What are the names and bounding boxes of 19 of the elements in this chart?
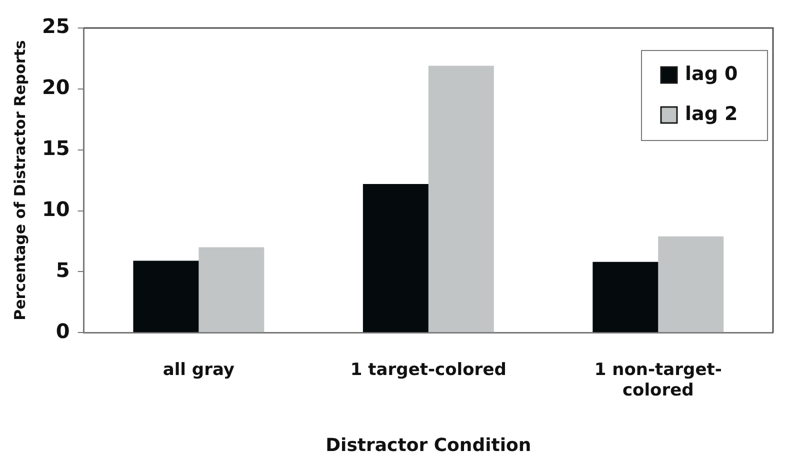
x-tick-label: 1 target-colored [350,360,506,380]
x-tick-label: all gray [162,360,235,380]
bar [133,260,199,332]
y-tick-label: 5 [56,258,70,282]
bar [658,236,724,332]
bar [428,66,494,332]
y-axis-title: Percentage of Distractor Reports [10,40,29,320]
bar [198,247,264,332]
y-tick-label: 0 [56,318,70,343]
x-axis-title: Distractor Condition [326,434,532,456]
legend-label: lag 2 [685,102,738,125]
bar [592,262,658,332]
y-tick-label: 15 [42,136,70,160]
x-tick-label: 1 non-target-colored [594,360,722,401]
y-tick-label: 25 [42,14,70,38]
bar [362,184,428,332]
y-tick-label: 10 [42,196,70,221]
y-tick-label: 20 [42,75,70,100]
legend-label: lag 0 [685,62,738,85]
